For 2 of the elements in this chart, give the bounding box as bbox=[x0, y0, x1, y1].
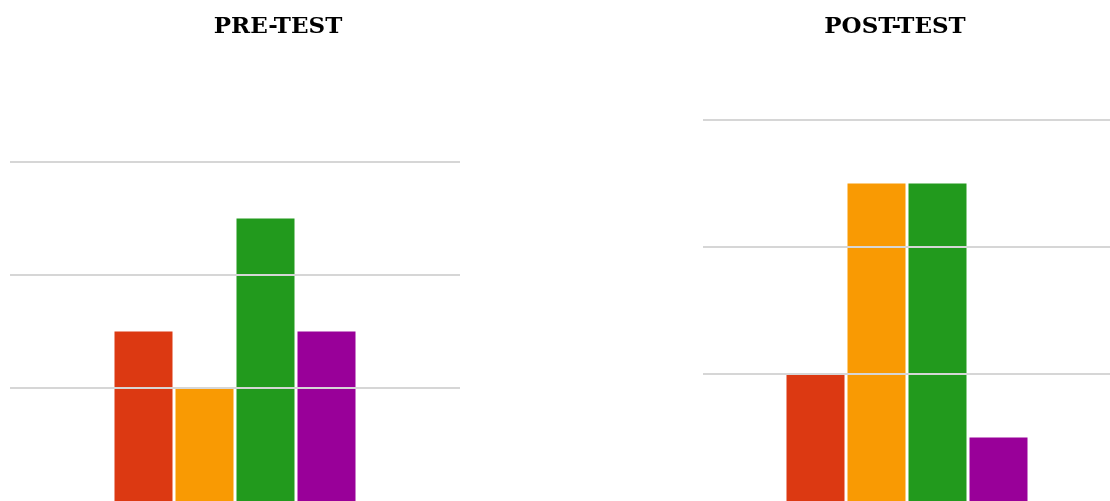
chart-title: PRE-TEST bbox=[213, 11, 343, 38]
chart-title: POST-TEST bbox=[824, 11, 966, 38]
